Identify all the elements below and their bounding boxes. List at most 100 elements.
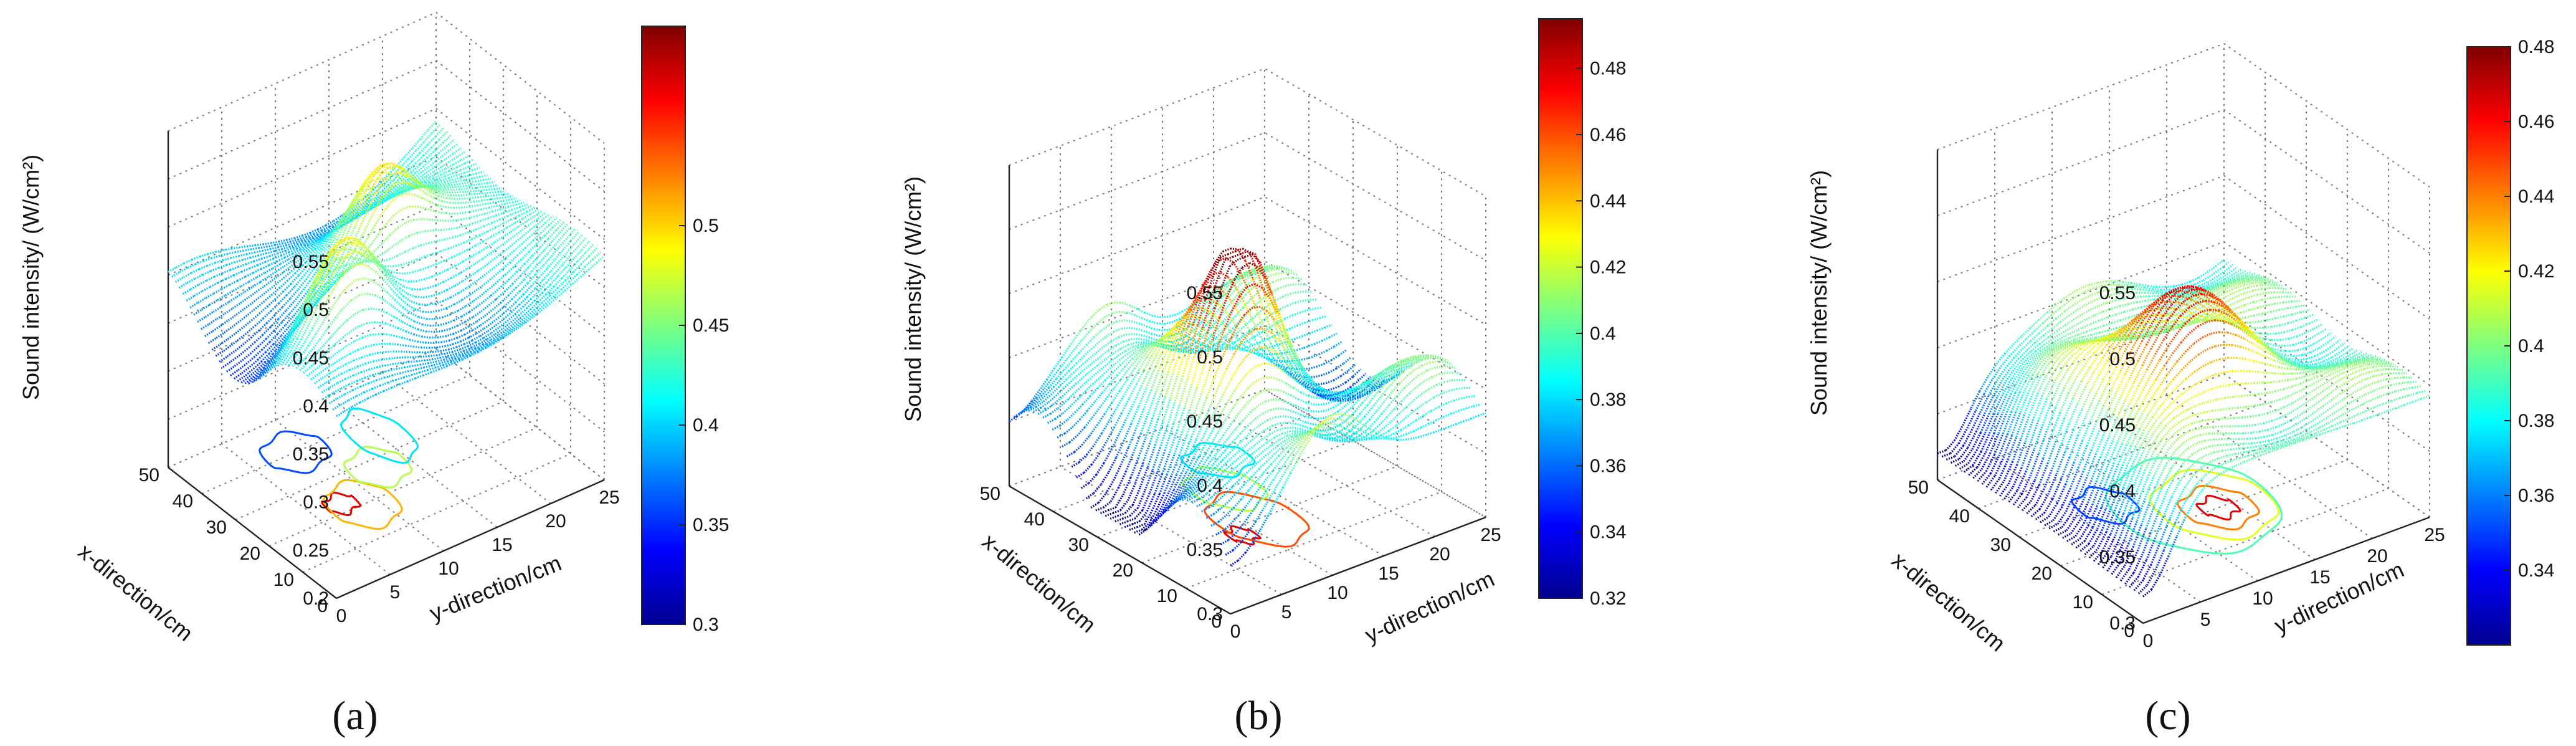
surface-mesh-segment [1309,330,1318,335]
surface-mesh-segment [2147,401,2157,415]
surface-mesh-segment [324,256,334,272]
surface-mesh-segment [1135,341,1144,344]
surface-mesh-segment [2222,459,2232,466]
surface-mesh-segment [2314,419,2324,426]
surface-mesh-segment [2162,292,2172,302]
surface-mesh-segment [2313,390,2323,399]
surface-mesh-segment [1426,366,1435,372]
surface-mesh-segment [401,320,411,327]
surface-mesh-segment [2050,383,2061,404]
surface-mesh-segment [1238,286,1248,297]
surface-mesh-segment [2077,414,2088,436]
surface-mesh-segment [1283,328,1293,347]
surface-mesh-segment [2269,447,2279,453]
surface-mesh-segment [2270,308,2279,313]
surface-mesh-segment [186,277,196,284]
surface-mesh-segment [2291,311,2301,315]
surface-mesh-segment [1178,434,1188,456]
surface-mesh-segment [2122,489,2133,514]
surface-mesh-segment [1214,459,1224,469]
y-tick-label: 0 [336,606,347,626]
surface-mesh-segment [2319,430,2329,436]
surface-mesh-segment [2101,533,2112,552]
surface-mesh-segment [509,327,518,335]
surface-mesh-segment [2099,329,2109,334]
surface-mesh-segment [281,340,291,356]
surface-mesh-segment [1397,363,1406,371]
surface-mesh-segment [2233,395,2242,398]
surface-mesh-segment [2220,278,2230,284]
surface-mesh-segment [264,353,274,363]
floor-gridline [1141,466,1398,563]
surface-mesh-segment [2212,306,2222,315]
surface-mesh-segment [2253,299,2263,304]
surface-mesh-segment [2330,379,2340,387]
surface-mesh-segment [526,215,535,222]
surface-mesh-segment [416,256,425,261]
surface-mesh-segment [2160,413,2171,424]
surface-mesh-segment [2188,459,2198,470]
surface-mesh-segment [2203,388,2213,393]
surface-mesh-segment [276,256,285,262]
surface-mesh-segment [2200,293,2210,300]
surface-mesh-segment [452,340,461,345]
surface-mesh-segment [457,211,465,215]
surface-mesh-segment [1263,277,1273,295]
surface-mesh-segment [2114,334,2125,348]
surface-mesh-segment [1289,346,1299,365]
surface-mesh-segment [1416,380,1425,388]
surface-mesh-segment [224,307,234,315]
surface-mesh-segment [2083,527,2094,542]
surface-mesh-segment [179,267,188,273]
surface-mesh-segment [2193,310,2203,317]
surface-mesh-segment [2070,496,2080,516]
surface-mesh-segment [1295,437,1305,448]
surface-mesh-segment [245,368,254,376]
surface-mesh-segment [1149,320,1157,325]
surface-mesh-segment [2098,360,2108,376]
surface-mesh-segment [1456,386,1465,390]
surface-mesh-segment [1968,466,1978,476]
surface-mesh-segment [2088,548,2099,559]
surface-mesh-segment [273,348,284,363]
surface-mesh-segment [1243,452,1253,461]
surface-mesh-segment [1230,479,1240,489]
colorbar-tick-label: 0.4 [693,415,719,436]
surface-mesh-segment [1154,328,1162,332]
floor-gridline [2166,395,2373,539]
surface-mesh-segment [1248,481,1257,491]
surface-mesh-segment [197,316,206,323]
surface-mesh-segment [2142,397,2153,413]
surface-mesh-segment [1124,358,1133,368]
surface-mesh-segment [2154,315,2164,322]
surface-mesh-segment [1030,390,1040,402]
surface-mesh-segment [260,353,270,363]
surface-mesh-segment [1171,321,1180,331]
surface-mesh-segment [318,290,328,300]
surface-mesh-segment [2154,516,2165,539]
surface-mesh-segment [1113,327,1122,333]
surface-mesh-segment [1962,408,1972,426]
surface-mesh-segment [1185,301,1195,316]
surface-mesh-segment [1095,507,1104,512]
surface-mesh-segment [229,265,239,271]
surface-mesh-segment [2368,362,2377,366]
surface-mesh-segment [2252,288,2262,292]
x-tick-label: 10 [273,570,294,590]
surface-mesh-segment [2343,378,2353,385]
surface-mesh-segment [1119,520,1128,525]
surface-mesh-segment [2289,433,2299,439]
surface-mesh-segment [505,250,515,259]
surface-mesh-segment [1207,261,1217,280]
surface-mesh-segment [2180,318,2190,325]
surface-mesh-segment [2213,438,2222,441]
surface-mesh-segment [414,175,423,183]
surface-mesh-segment [322,356,331,365]
surface-mesh-segment [455,185,463,188]
surface-mesh-segment [250,330,260,339]
surface-mesh-segment [561,255,571,265]
surface-mesh-segment [441,328,450,332]
surface-mesh-segment [2175,323,2186,335]
surface-mesh-segment [309,272,319,292]
surface-mesh-segment [407,150,417,160]
